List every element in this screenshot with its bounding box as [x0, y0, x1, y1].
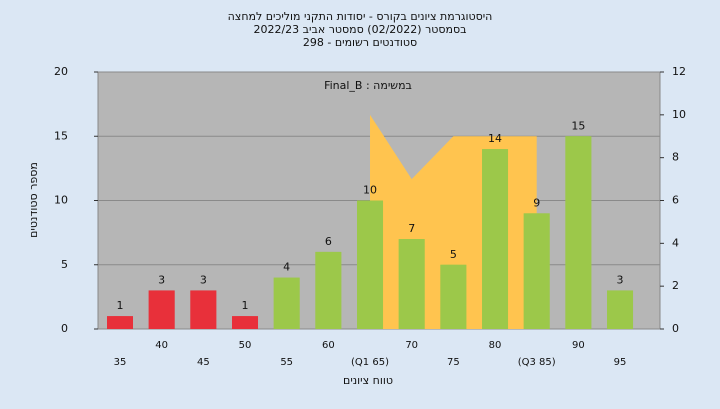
x-tick-label: 90 — [572, 340, 585, 351]
y-tick-label: 20 — [54, 65, 68, 78]
y2-tick-label: 12 — [672, 65, 686, 78]
data-label: 1 — [242, 299, 249, 312]
x-axis-label: טווח ציונים — [343, 374, 393, 387]
bar — [440, 264, 467, 329]
x-tick-label: (Q1 65) — [351, 357, 389, 368]
x-tick-label: 50 — [239, 340, 252, 351]
x-tick-label: 80 — [489, 340, 502, 351]
data-label: 3 — [617, 273, 624, 286]
data-label: 1 — [117, 299, 124, 312]
y2-tick-label: 6 — [672, 194, 679, 207]
bar — [523, 213, 550, 329]
y-axis-label: מספר סטודנטים — [27, 162, 40, 238]
x-tick-label: 75 — [447, 357, 460, 368]
y2-tick-label: 8 — [672, 151, 679, 164]
bar — [232, 316, 259, 329]
x-tick-label: 40 — [155, 340, 168, 351]
data-label: 3 — [200, 273, 207, 286]
data-label: 6 — [325, 235, 332, 248]
bar — [190, 290, 217, 329]
x-tick-label: 60 — [322, 340, 335, 351]
y-tick-label: 0 — [61, 322, 68, 335]
chart-title: היסטוגרמת ציונים בקורס - יסודות התקני מו… — [228, 10, 493, 23]
data-label: 10 — [363, 184, 377, 197]
y-tick-label: 5 — [61, 258, 68, 271]
data-label: 7 — [408, 222, 415, 235]
y-tick-label: 15 — [54, 129, 68, 142]
x-tick-label: 70 — [405, 340, 418, 351]
bar — [148, 290, 175, 329]
data-label: 5 — [450, 248, 457, 261]
bar — [565, 136, 592, 329]
chart-subtitle: סטודנטים רשומים - 298 — [303, 36, 417, 49]
data-label: 14 — [488, 132, 502, 145]
data-label: 3 — [158, 273, 165, 286]
bar — [482, 149, 509, 329]
annotation: Final_B : במשימה — [324, 79, 412, 92]
y2-tick-label: 2 — [672, 279, 679, 292]
bar — [357, 200, 384, 329]
y2-tick-label: 0 — [672, 322, 679, 335]
bar — [398, 239, 425, 329]
bar — [607, 290, 634, 329]
x-tick-label: 35 — [114, 357, 127, 368]
chart-subtitle: בסמסטר (02/2022) סמסטר אביב 2022/23 — [253, 23, 466, 36]
x-tick-label: 45 — [197, 357, 210, 368]
y-tick-label: 10 — [54, 194, 68, 207]
x-tick-label: 95 — [614, 357, 627, 368]
data-label: 15 — [571, 119, 585, 132]
y2-tick-label: 4 — [672, 236, 679, 249]
bar — [107, 316, 133, 329]
bar — [315, 251, 342, 329]
y2-tick-label: 10 — [672, 108, 686, 121]
data-label: 4 — [283, 261, 290, 274]
data-label: 9 — [533, 196, 540, 209]
bar — [273, 277, 300, 329]
x-tick-label: 55 — [280, 357, 293, 368]
x-tick-label: (Q3 85) — [518, 357, 556, 368]
